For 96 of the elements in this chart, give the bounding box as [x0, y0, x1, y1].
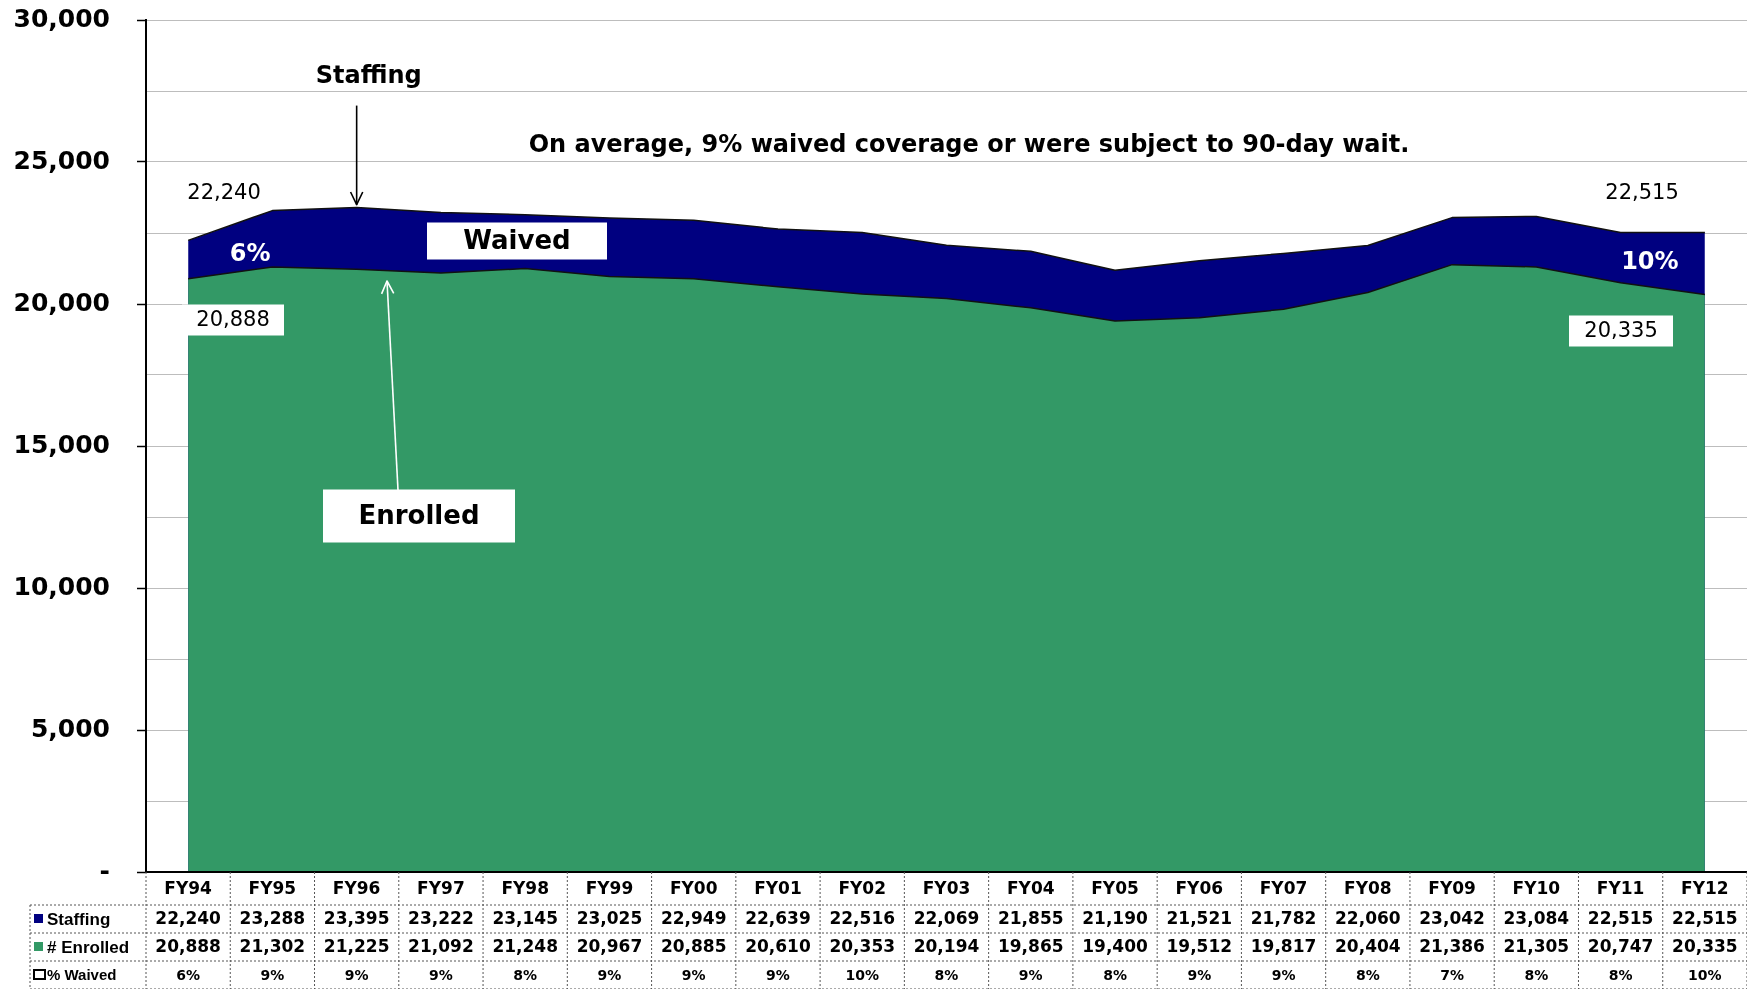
text: 8% — [513, 966, 538, 983]
y-tick-label: 5,000 — [30, 713, 110, 743]
x-tick-label: FY09 — [1428, 877, 1476, 898]
annotation: Enrolled — [358, 499, 480, 530]
data-label: 21,248 — [492, 936, 558, 957]
x-tick-label: FY98 — [501, 877, 549, 898]
data-label: 20,610 — [745, 936, 811, 957]
data-label: 21,305 — [1503, 936, 1570, 957]
text: 9% — [1187, 966, 1212, 983]
y-tick-label: 30,000 — [13, 3, 110, 33]
text: 9% — [260, 966, 285, 983]
data-label: 21,386 — [1419, 936, 1485, 957]
text: 9% — [429, 966, 453, 983]
x-tick-label: FY99 — [585, 877, 634, 898]
x-tick-label: FY96 — [332, 877, 381, 898]
x-tick-label: FY10 — [1512, 877, 1561, 898]
annotation: 20,335 — [1584, 318, 1658, 343]
text: 8% — [1608, 966, 1633, 983]
data-label: 20,335 — [1672, 936, 1738, 957]
data-label: 22,515 — [1672, 908, 1738, 929]
text: 9% — [1018, 966, 1043, 983]
data-label: 23,288 — [239, 908, 306, 929]
data-label: 22,240 — [155, 908, 222, 929]
data-label: 23,025 — [576, 908, 643, 929]
data-label: 20,747 — [1587, 936, 1654, 957]
x-tick-label: FY94 — [164, 877, 213, 898]
annotation: 22,515 — [1605, 180, 1679, 205]
annotation: 20,888 — [196, 307, 270, 332]
x-tick-label: FY00 — [669, 877, 718, 898]
data-label: 23,084 — [1503, 908, 1570, 929]
text: 9% — [344, 966, 369, 983]
data-label: 22,069 — [913, 908, 980, 929]
data-label: 22,060 — [1335, 908, 1401, 929]
x-tick-label: FY11 — [1596, 877, 1645, 898]
y-tick-label: 15,000 — [13, 429, 110, 459]
x-tick-label: FY01 — [754, 877, 802, 898]
data-label: 22,639 — [745, 908, 811, 929]
text: 10% — [1688, 966, 1722, 983]
x-tick-label: FY95 — [248, 877, 297, 898]
x-tick-label: FY02 — [838, 877, 887, 898]
legend-label: Staffing — [47, 909, 111, 929]
data-label: 20,353 — [829, 936, 896, 957]
data-label: 21,855 — [997, 908, 1064, 929]
x-tick-label: FY08 — [1344, 877, 1392, 898]
annotation: Waived — [463, 224, 571, 255]
x-tick-label: FY05 — [1091, 877, 1139, 898]
data-label: 21,302 — [239, 936, 306, 957]
text: 9% — [681, 966, 706, 983]
data-label: 21,521 — [1166, 908, 1233, 929]
y-tick-label: 20,000 — [13, 287, 110, 317]
y-tick-label: 10,000 — [13, 571, 110, 601]
annotation: On average, 9% waived coverage or were subject to 90-day wait. — [528, 130, 1410, 159]
data-label: 20,885 — [660, 936, 727, 957]
text: 10% — [845, 966, 879, 983]
data-label: 19,817 — [1250, 936, 1317, 957]
data-label: 22,949 — [660, 908, 727, 929]
legend-label: # Enrolled — [47, 937, 130, 957]
data-label: 21,782 — [1250, 908, 1317, 929]
data-label: 21,225 — [323, 936, 390, 957]
legend-label: % Waived — [47, 966, 117, 984]
annotation: 22,240 — [187, 180, 261, 205]
x-tick-label: FY03 — [922, 877, 971, 898]
data-label: 20,404 — [1335, 936, 1401, 957]
y-tick-label: - — [99, 855, 110, 885]
annotation: 10% — [1621, 246, 1679, 275]
text: 7% — [1440, 966, 1464, 983]
text: 9% — [597, 966, 622, 983]
data-label: 21,190 — [1082, 908, 1148, 929]
y-tick-label: 25,000 — [13, 145, 110, 175]
text: 8% — [934, 966, 959, 983]
text: 8% — [1524, 966, 1549, 983]
annotation: 6% — [229, 239, 271, 268]
text: 8% — [1355, 966, 1380, 983]
data-label: 23,395 — [323, 908, 390, 929]
data-label: 20,194 — [913, 936, 980, 957]
text: 8% — [1103, 966, 1127, 983]
data-label: 22,515 — [1587, 908, 1654, 929]
data-label: 23,145 — [492, 908, 558, 929]
x-tick-label: FY04 — [1006, 877, 1055, 898]
x-tick-label: FY12 — [1681, 877, 1729, 898]
data-label: 20,967 — [576, 936, 643, 957]
x-tick-label: FY07 — [1259, 877, 1308, 898]
data-label: 20,888 — [155, 936, 221, 957]
text: 9% — [1271, 966, 1296, 983]
x-tick-label: FY97 — [417, 877, 465, 898]
data-label: 23,042 — [1419, 908, 1485, 929]
data-label: 19,512 — [1166, 936, 1233, 957]
annotation: Staffing — [315, 60, 422, 89]
text: 6% — [176, 966, 201, 983]
x-tick-label: FY06 — [1175, 877, 1224, 898]
text: 9% — [766, 966, 790, 983]
data-label: 19,400 — [1082, 936, 1148, 957]
data-label: 22,516 — [829, 908, 896, 929]
data-label: 21,092 — [408, 936, 474, 957]
data-label: 23,222 — [408, 908, 474, 929]
data-label: 19,865 — [997, 936, 1064, 957]
